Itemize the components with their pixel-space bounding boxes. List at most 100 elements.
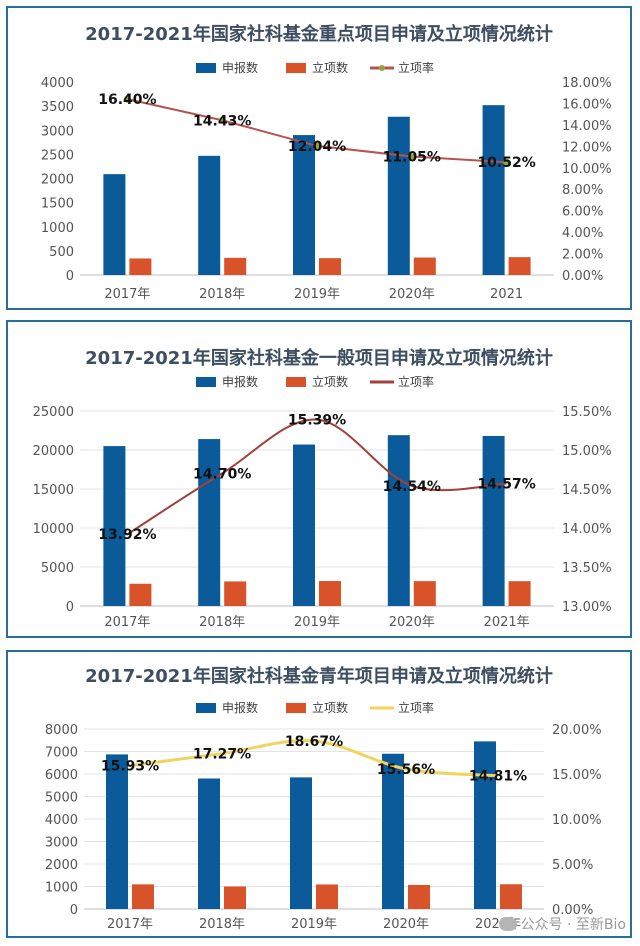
bar-applications-2 xyxy=(290,777,312,909)
bar-approved-1 xyxy=(224,886,246,909)
rate-data-label: 12.04% xyxy=(288,139,346,155)
rate-data-label: 18.67% xyxy=(285,734,343,750)
y-right-tick-label: 2.00% xyxy=(562,248,603,263)
x-tick-label: 2021年 xyxy=(484,615,530,630)
rate-data-label: 14.81% xyxy=(469,769,527,785)
y-right-tick-label: 0.00% xyxy=(552,903,593,918)
chart-title: 2017-2021年国家社科基金一般项目申请及立项情况统计 xyxy=(85,347,553,369)
rate-data-label: 11.05% xyxy=(383,150,441,166)
bar-applications-2 xyxy=(293,135,315,275)
chart-panel-youth-projects: 2017-2021年国家社科基金青年项目申请及立项情况统计申报数 立项数 立项率 0 1… xyxy=(6,650,632,938)
x-tick-label: 2020年 xyxy=(383,917,429,932)
rate-data-label: 15.39% xyxy=(288,413,346,429)
y-left-tick-label: 0 xyxy=(66,269,74,284)
y-right-tick-label: 6.00% xyxy=(562,205,603,220)
legend-swatch-0 xyxy=(196,63,216,73)
watermark: 公众号 · 至新Bio xyxy=(498,914,626,934)
y-left-tick-label: 3500 xyxy=(41,100,74,115)
y-right-tick-label: 10.00% xyxy=(552,813,602,828)
bar-applications-3 xyxy=(382,753,404,909)
legend-swatch-0 xyxy=(196,703,216,713)
legend-label-0: 申报数 xyxy=(222,700,258,715)
bar-approved-2 xyxy=(316,884,338,909)
chart-panel-general-projects: 2017-2021年国家社科基金一般项目申请及立项情况统计 申报数 立项数 立项率 0 5… xyxy=(6,320,632,638)
rate-marker xyxy=(218,116,226,124)
y-right-tick-label: 20.00% xyxy=(552,723,602,738)
x-tick-label: 2017年 xyxy=(104,287,150,302)
x-tick-label: 2020年 xyxy=(389,615,435,630)
y-right-tick-label: 13.00% xyxy=(562,600,612,615)
x-tick-label: 2017年 xyxy=(107,917,153,932)
x-tick-label: 2018年 xyxy=(199,917,245,932)
rate-data-label: 10.52% xyxy=(477,155,535,171)
y-left-tick-label: 25000 xyxy=(33,405,74,420)
bar-approved-0 xyxy=(132,884,154,909)
y-right-tick-label: 15.00% xyxy=(552,768,602,783)
bar-approved-3 xyxy=(408,884,430,909)
y-right-tick-label: 14.00% xyxy=(562,522,612,537)
rate-data-label: 13.92% xyxy=(98,527,156,543)
legend-label-1: 立项数 xyxy=(312,700,348,715)
legend-label-1: 立项数 xyxy=(312,60,348,75)
y-right-tick-label: 4.00% xyxy=(562,226,603,241)
x-tick-label: 2018年 xyxy=(199,287,245,302)
bar-approved-3 xyxy=(413,581,436,606)
y-left-tick-label: 5000 xyxy=(41,561,74,576)
y-left-tick-label: 1500 xyxy=(41,197,74,212)
legend-label-0: 申报数 xyxy=(222,374,258,389)
y-right-tick-label: 16.00% xyxy=(562,97,612,112)
x-tick-label: 2020年 xyxy=(389,287,435,302)
rate-data-label: 14.70% xyxy=(193,466,251,482)
y-left-tick-label: 500 xyxy=(49,245,74,260)
bar-approved-1 xyxy=(224,257,247,275)
rate-data-label: 14.54% xyxy=(383,479,441,495)
legend-swatch-1 xyxy=(286,703,306,713)
y-left-tick-label: 1000 xyxy=(41,221,74,236)
y-left-tick-label: 6000 xyxy=(45,768,78,783)
bar-applications-4 xyxy=(482,105,505,275)
rate-line xyxy=(126,418,507,536)
y-right-tick-label: 14.50% xyxy=(562,483,612,498)
chart-title: 2017-2021年国家社科基金青年项目申请及立项情况统计 xyxy=(85,665,553,687)
y-right-tick-label: 5.00% xyxy=(552,858,593,873)
watermark-text: 公众号 · 至新Bio xyxy=(520,917,626,933)
rate-data-label: 15.93% xyxy=(101,759,159,775)
bar-approved-1 xyxy=(224,581,247,606)
bar-applications-3 xyxy=(387,116,410,276)
y-left-tick-label: 8000 xyxy=(45,723,78,738)
bar-applications-1 xyxy=(198,439,221,606)
bar-applications-1 xyxy=(198,155,221,275)
bar-approved-4 xyxy=(500,884,522,909)
chart-title: 2017-2021年国家社科基金重点项目申请及立项情况统计 xyxy=(85,23,553,45)
y-right-tick-label: 8.00% xyxy=(562,183,603,198)
rate-marker xyxy=(123,95,131,103)
legend-label-0: 申报数 xyxy=(222,60,258,75)
bar-applications-4 xyxy=(474,741,496,909)
legend-label-2: 立项率 xyxy=(398,700,434,715)
y-right-tick-label: 14.00% xyxy=(562,119,612,134)
y-right-tick-label: 12.00% xyxy=(562,140,612,155)
y-left-tick-label: 2000 xyxy=(45,858,78,873)
rate-marker xyxy=(503,158,511,166)
bar-applications-0 xyxy=(103,174,126,275)
y-left-tick-label: 20000 xyxy=(33,444,74,459)
y-left-tick-label: 5000 xyxy=(45,791,78,806)
y-right-tick-label: 10.00% xyxy=(562,162,612,177)
legend-marker-2 xyxy=(379,65,385,71)
y-right-tick-label: 15.00% xyxy=(562,444,612,459)
rate-line xyxy=(129,739,499,778)
y-left-tick-label: 10000 xyxy=(33,522,74,537)
chart-panel-key-projects: 2017-2021年国家社科基金重点项目申请及立项情况统计 申报数 立项数 立项率 0 5… xyxy=(6,6,632,310)
x-tick-label: 2017年 xyxy=(104,615,150,630)
y-left-tick-label: 4000 xyxy=(41,76,74,91)
bar-applications-0 xyxy=(106,754,128,909)
y-right-tick-label: 0.00% xyxy=(562,269,603,284)
bar-approved-4 xyxy=(508,581,531,606)
rate-data-label: 14.57% xyxy=(477,477,535,493)
rate-marker xyxy=(408,153,416,161)
y-left-tick-label: 0 xyxy=(70,903,78,918)
y-right-tick-label: 18.00% xyxy=(562,76,612,91)
